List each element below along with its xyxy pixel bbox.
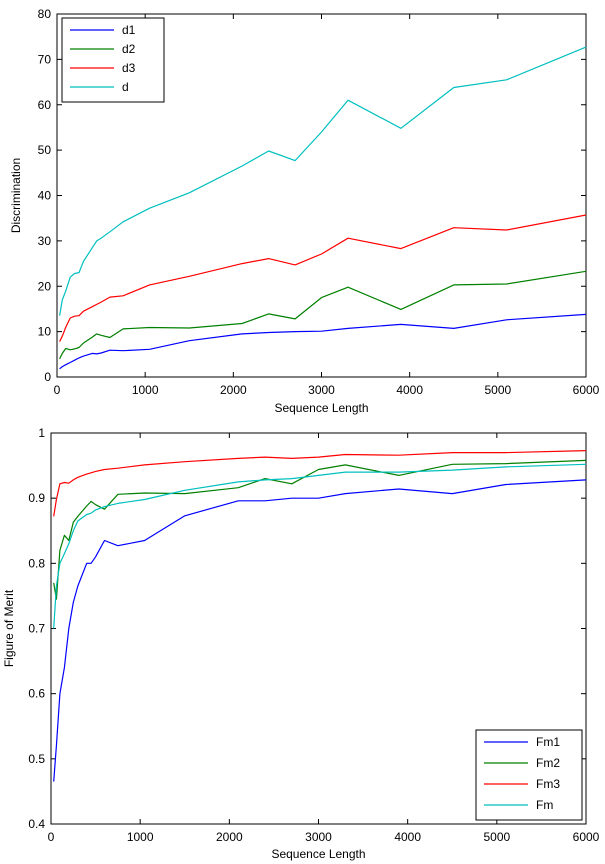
y-tick-label: 0.6 [28, 687, 45, 701]
series-line-fm3 [53, 450, 587, 517]
legend: d1 d2 d3 d [61, 17, 165, 103]
y-tick-label: 0.7 [28, 622, 45, 636]
x-tick-label: 3000 [305, 830, 332, 844]
x-tick-label: 3000 [308, 383, 335, 397]
y-tick-label: 0.4 [28, 817, 45, 831]
x-tick-label: 0 [54, 383, 61, 397]
x-tick-label: 5000 [483, 830, 510, 844]
y-tick-label: 50 [38, 143, 52, 157]
x-axis-label: Sequence Length [274, 401, 368, 415]
x-tick-label: 6000 [573, 830, 600, 844]
x-tick-label: 2000 [216, 830, 243, 844]
y-tick-label: 0.9 [28, 491, 45, 505]
y-tick-label: 0 [44, 370, 51, 384]
y-tick-label: 60 [38, 98, 52, 112]
y-tick-label: 40 [38, 189, 52, 203]
x-tick-label: 5000 [484, 383, 511, 397]
y-tick-label: 10 [38, 325, 52, 339]
y-tick-label: 0.8 [28, 556, 45, 570]
x-tick-label: 6000 [573, 383, 600, 397]
y-tick-label: 30 [38, 234, 52, 248]
x-tick-label: 0 [48, 830, 55, 844]
series-line-d1 [59, 313, 587, 370]
x-tick-label: 1000 [132, 383, 159, 397]
y-tick-label: 80 [38, 7, 52, 21]
discrimination-chart: 0 1000 2000 3000 4000 5000 6000 0 10 20 30 40 50 60 70… [9, 7, 600, 415]
legend-label-d1: d1 [122, 23, 136, 37]
y-axis-label: Discrimination [9, 158, 23, 233]
x-tick-label: 1000 [127, 830, 154, 844]
series-line-fm2 [53, 459, 587, 600]
legend-label-fm2: Fm2 [536, 756, 560, 770]
legend-label-d2: d2 [122, 42, 136, 56]
series-line-d3 [59, 214, 587, 342]
legend-label-fm3: Fm3 [536, 777, 560, 791]
x-axis-label: Sequence Length [271, 847, 365, 861]
y-axis-label: Figure of Merit [2, 589, 16, 667]
legend-box [61, 17, 165, 103]
legend: Fm1 Fm2 Fm3 Fm [475, 729, 583, 821]
x-tick-label: 4000 [396, 383, 423, 397]
y-tick-label: 70 [38, 52, 52, 66]
legend-label-fm1: Fm1 [536, 735, 560, 749]
y-tick-label: 20 [38, 279, 52, 293]
legend-label-d: d [122, 80, 129, 94]
legend-box [475, 729, 583, 821]
x-tick-label: 4000 [394, 830, 421, 844]
figure-of-merit-chart: 0 1000 2000 3000 4000 5000 6000 0.4 0.5 0.6 0.7 0.8… [2, 426, 600, 861]
x-tick-label: 2000 [220, 383, 247, 397]
legend-label-fm: Fm [536, 798, 553, 812]
y-tick-label: 1 [38, 426, 45, 440]
series-line-fm [53, 463, 587, 629]
y-tick-label: 0.5 [28, 752, 45, 766]
series-line-fm1 [53, 479, 587, 782]
series-line-d2 [59, 270, 587, 360]
legend-label-d3: d3 [122, 61, 136, 75]
series-line-d [59, 46, 587, 316]
